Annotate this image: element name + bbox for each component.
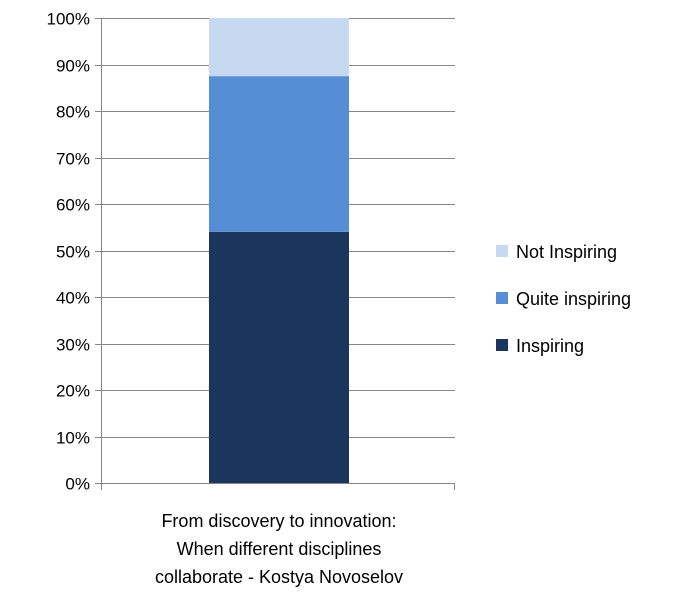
y-tick-label: 90% — [56, 57, 90, 76]
legend-label: Quite inspiring — [516, 289, 631, 309]
legend: Not Inspiring Quite inspiring Inspiring — [496, 242, 631, 356]
y-tick-label: 0% — [65, 475, 90, 494]
y-tick-label: 80% — [56, 103, 90, 122]
legend-swatch — [496, 292, 508, 304]
legend-label: Not Inspiring — [516, 242, 617, 262]
y-tick-label: 30% — [56, 336, 90, 355]
bar-segments — [209, 18, 349, 483]
y-tick-label: 60% — [56, 196, 90, 215]
category-label: From discovery to innovation: When differ… — [155, 511, 403, 587]
y-tick-label: 40% — [56, 289, 90, 308]
y-tick-label: 20% — [56, 382, 90, 401]
legend-label: Inspiring — [516, 336, 584, 356]
bar-segment-inspiring — [209, 231, 349, 483]
legend-swatch — [496, 339, 508, 351]
category-label-line: From discovery to innovation: — [161, 511, 396, 531]
legend-swatch — [496, 245, 508, 257]
y-tick-label: 50% — [56, 243, 90, 262]
bar-segment-not-inspiring — [209, 18, 349, 77]
bar-segment-quite-inspiring — [209, 76, 349, 232]
y-tick-label: 70% — [56, 150, 90, 169]
category-label-line: When different disciplines — [177, 539, 382, 559]
y-tick-label: 10% — [56, 429, 90, 448]
category-label-line: collaborate - Kostya Novoselov — [155, 567, 403, 587]
y-axis-tick-labels: 0% 10% 20% 30% 40% 50% 60% 70% 80% 90% 100% — [47, 10, 90, 494]
axes — [101, 18, 455, 490]
y-tick-label: 100% — [47, 10, 90, 29]
